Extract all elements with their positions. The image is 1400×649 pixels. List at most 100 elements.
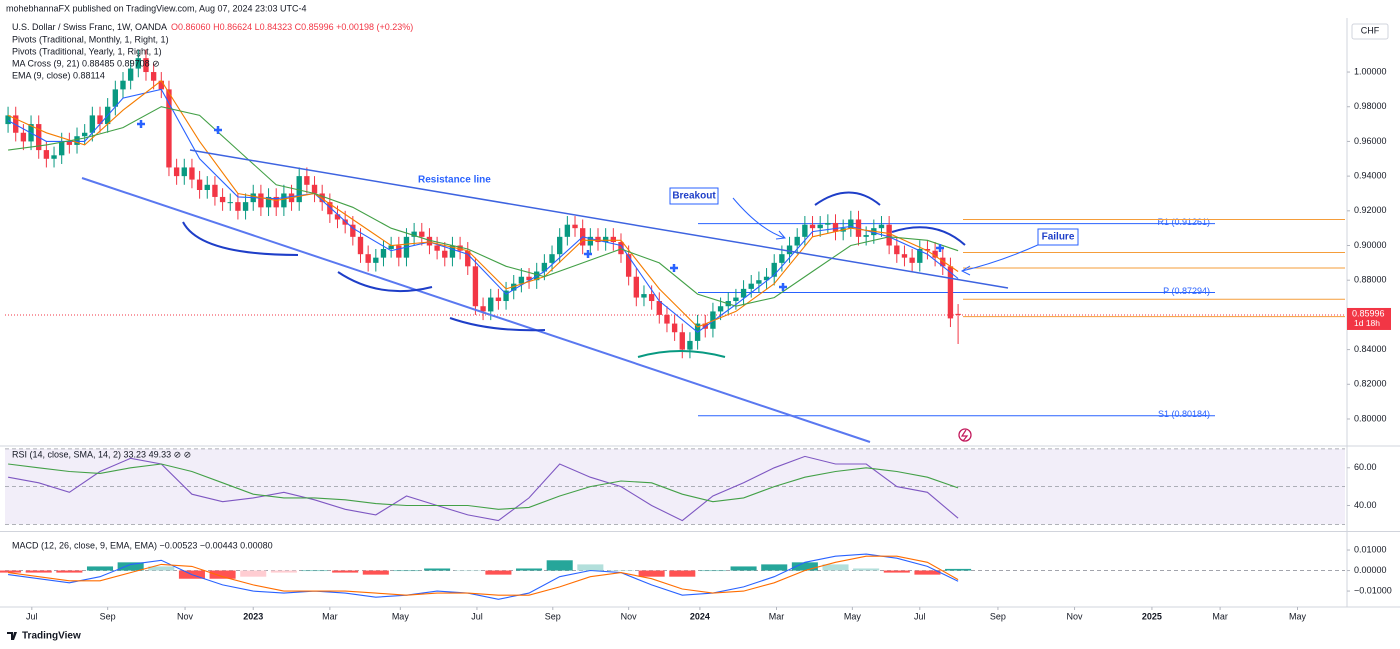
- candle-body: [388, 245, 394, 249]
- candle-body: [740, 288, 747, 298]
- y-tick-label: 0.00000: [1354, 565, 1387, 575]
- candle-body: [786, 245, 793, 255]
- candle-body: [242, 202, 249, 211]
- x-tick-label: May: [1289, 611, 1307, 621]
- indicator-legend: Pivots (Traditional, Monthly, 1, Right, …: [12, 34, 169, 44]
- candle-body: [334, 214, 341, 220]
- indicator-line: [8, 463, 959, 510]
- candle-body: [5, 115, 11, 125]
- indicator-line: [8, 553, 959, 600]
- rsi-band: [5, 448, 1345, 525]
- candle-body: [595, 236, 601, 243]
- candle-body: [909, 257, 915, 263]
- candle-body: [587, 236, 594, 246]
- macd-histogram-bar: [638, 570, 665, 577]
- candle-body: [327, 202, 333, 215]
- indicator-line: [8, 455, 959, 522]
- candle-body: [656, 301, 662, 315]
- arc: [182, 221, 299, 256]
- candle-body: [495, 297, 502, 302]
- candle-body: [281, 193, 287, 208]
- candle-body: [518, 276, 525, 284]
- drawings: [81, 23, 1389, 443]
- candle-body: [380, 248, 387, 258]
- candle-body: [756, 280, 762, 284]
- currency-box: [1351, 23, 1389, 40]
- candle-body: [878, 224, 885, 229]
- candle-body: [618, 242, 624, 255]
- y-tick-label: 0.92000: [1354, 205, 1387, 215]
- annotation: Breakout: [672, 191, 716, 202]
- candle-body: [763, 276, 770, 281]
- candle-body: [204, 184, 210, 190]
- countdown: 1d 18h: [1354, 318, 1380, 328]
- candle-body: [733, 297, 739, 302]
- x-tick-label: Jul: [914, 611, 926, 621]
- symbol-title: U.S. Dollar / Swiss Franc, 1W, OANDA O0.8…: [12, 22, 413, 32]
- y-tick-label: 60.00: [1354, 462, 1377, 472]
- candle-body: [917, 248, 923, 263]
- x-tick-label: Jul: [26, 611, 38, 621]
- price-box: [1347, 307, 1391, 330]
- candle-body: [158, 80, 164, 90]
- candle-body: [465, 250, 471, 267]
- candle-body: [235, 202, 241, 211]
- arc: [449, 317, 546, 332]
- candle-body: [97, 115, 103, 125]
- candle-body: [20, 132, 27, 142]
- event-icon: [958, 428, 972, 442]
- x-tick-label: Sep: [100, 611, 116, 621]
- macd-histogram-bar: [301, 570, 328, 572]
- macd-histogram-bar: [362, 570, 389, 575]
- macd-histogram-bar: [883, 570, 910, 573]
- rsi-legend: RSI (14, close, SMA, 14, 2) 33.23 49.33 …: [12, 449, 191, 459]
- candle-body: [625, 254, 632, 277]
- candle-body: [173, 167, 180, 177]
- candle-body: [13, 115, 19, 133]
- y-tick-label: 0.82000: [1354, 379, 1387, 389]
- candle-body: [817, 224, 823, 229]
- candle-body: [932, 250, 938, 258]
- macd-histogram-bar: [914, 570, 941, 575]
- arrow: [960, 243, 1041, 276]
- candle-body: [564, 224, 571, 237]
- candle-body: [166, 89, 172, 168]
- x-tick-label: Mar: [1212, 611, 1228, 621]
- arrow: [732, 197, 786, 240]
- candle-body: [150, 72, 157, 81]
- macd-histogram-bar: [791, 562, 818, 571]
- arc: [891, 226, 966, 246]
- candle-body: [472, 266, 479, 307]
- publisher: mohebhannaFX published on TradingView.co…: [6, 3, 307, 13]
- candle-body: [457, 245, 463, 251]
- candle-body: [74, 136, 80, 145]
- candle-body: [557, 236, 563, 255]
- macd-histogram-bar: [270, 570, 297, 573]
- x-tick-label: May: [392, 611, 410, 621]
- macd-histogram-bar: [56, 570, 83, 573]
- candle-body: [304, 176, 310, 185]
- candle-body: [679, 332, 685, 350]
- y-tick-label: 0.84000: [1354, 344, 1387, 354]
- candle-body: [273, 196, 279, 208]
- candle-body: [710, 311, 716, 329]
- candle-body: [572, 224, 578, 229]
- cross-marker: [137, 120, 944, 291]
- candle-body: [480, 306, 486, 312]
- candle-body: [549, 254, 555, 263]
- candle-body: [127, 68, 134, 81]
- candle-body: [434, 245, 440, 251]
- y-tick-label: 0.01000: [1354, 544, 1387, 554]
- candle-body: [373, 257, 379, 263]
- arc: [637, 350, 726, 358]
- x-tick-label: Mar: [769, 611, 785, 621]
- candle-body: [357, 236, 364, 255]
- candle-body: [135, 58, 141, 69]
- candle-body: [181, 167, 187, 177]
- macd-legend: MACD (12, 26, close, 9, EMA, EMA) −0.005…: [12, 540, 273, 550]
- ohlc-legend: O0.86060 H0.86624 L0.84323 C0.85996 +0.0…: [171, 22, 413, 32]
- candle-body: [43, 150, 50, 159]
- price-label: 0.85996: [1352, 308, 1385, 318]
